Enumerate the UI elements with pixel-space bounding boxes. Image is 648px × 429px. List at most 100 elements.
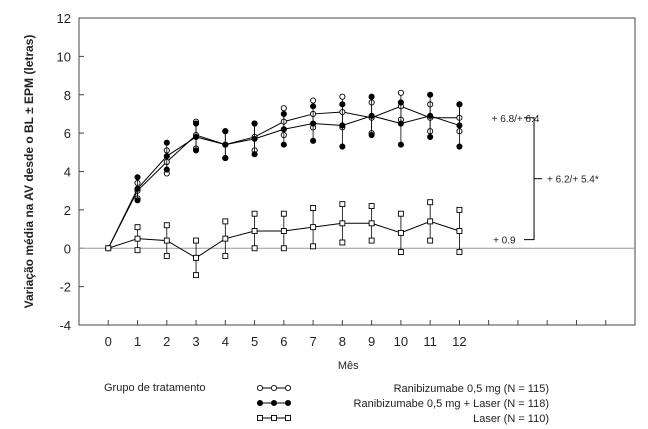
error-cap-marker — [280, 110, 287, 117]
error-cap-marker — [310, 97, 317, 104]
y-tick-label: -2 — [59, 280, 71, 295]
data-point — [163, 237, 170, 244]
data-point — [456, 122, 463, 129]
data-point — [310, 224, 317, 231]
error-cap-marker — [427, 133, 434, 141]
data-point — [105, 245, 112, 252]
y-tick-label: 6 — [64, 126, 71, 141]
legend-marker — [284, 384, 292, 392]
data-point — [368, 112, 375, 119]
legend-marker — [270, 384, 278, 392]
error-cap-marker — [397, 141, 404, 148]
error-cap-marker — [310, 137, 317, 144]
error-cap-marker — [134, 174, 141, 181]
error-cap-marker — [251, 245, 258, 252]
data-point — [163, 153, 170, 160]
y-tick-label: 2 — [64, 203, 71, 218]
x-tick-label: 10 — [394, 334, 408, 349]
y-axis: -4 -2 0 2 4 6 8 10 12 Variação média na AV desde … — [22, 11, 84, 333]
error-cap-marker — [427, 237, 434, 244]
data-point — [427, 112, 434, 119]
x-tick-label: 5 — [251, 334, 258, 349]
error-cap-marker — [163, 222, 170, 229]
error-cap-marker — [280, 210, 287, 217]
error-cap-marker — [339, 101, 346, 108]
legend-item: Ranibizumabe 0,5 mg + Laser (N = 118) — [256, 398, 549, 410]
data-point — [222, 141, 229, 148]
annotation-difference: + 6.2/+ 5.4* — [547, 175, 599, 186]
x-tick-label: 8 — [339, 334, 346, 349]
error-cap-marker — [280, 245, 287, 252]
error-cap-marker — [280, 141, 287, 148]
series-layer — [105, 89, 463, 279]
data-point — [193, 133, 200, 141]
series-2 — [105, 91, 463, 252]
annotation-laser: + 0.9 — [493, 236, 516, 247]
x-tick-label: 4 — [222, 334, 229, 349]
data-point — [339, 220, 346, 227]
data-point — [339, 122, 346, 129]
y-tick-label: 12 — [57, 11, 71, 26]
x-tick-label: 3 — [192, 334, 199, 349]
legend-marker — [271, 415, 277, 421]
error-cap-marker — [339, 143, 346, 150]
error-cap-marker — [251, 151, 258, 158]
legend-marker — [256, 399, 264, 407]
legend-label: Laser (N = 110) — [473, 413, 549, 425]
error-cap-marker — [134, 197, 141, 204]
x-tick-label: 6 — [280, 334, 287, 349]
series-3 — [105, 199, 463, 279]
error-cap-marker — [251, 120, 258, 127]
error-cap-marker — [456, 143, 463, 150]
legend-title: Grupo de tratamento — [104, 382, 206, 394]
legend-marker — [257, 415, 263, 421]
error-cap-marker — [222, 218, 229, 225]
error-cap-marker — [193, 147, 200, 154]
plot-border — [78, 17, 636, 326]
error-cap-marker — [368, 237, 375, 244]
data-point — [193, 254, 200, 261]
x-tick-label: 12 — [452, 334, 466, 349]
x-tick-label: 1 — [134, 334, 141, 349]
error-cap-marker — [427, 91, 434, 98]
error-cap-marker — [163, 252, 170, 259]
x-tick-label: 2 — [163, 334, 170, 349]
error-cap-marker — [310, 243, 317, 250]
y-tick-label: 10 — [57, 49, 71, 64]
error-cap-marker — [456, 206, 463, 213]
data-point — [251, 135, 258, 142]
legend-marker — [270, 399, 278, 407]
error-cap-marker — [251, 210, 258, 217]
error-cap-marker — [456, 101, 463, 108]
data-point — [310, 120, 317, 127]
plot-frame — [78, 17, 636, 326]
error-cap-marker — [193, 272, 200, 279]
error-cap-marker — [222, 128, 229, 135]
error-cap-marker — [193, 120, 200, 127]
error-cap-marker — [134, 247, 141, 254]
error-cap-marker — [339, 201, 346, 208]
data-point — [368, 220, 375, 227]
difference-bracket — [524, 117, 535, 241]
annotation-layer: + 6.8/+ 6.4 + 0.9 + 6.2/+ 5.4* — [492, 114, 599, 247]
error-cap-marker — [339, 239, 346, 246]
error-cap-marker — [368, 93, 375, 100]
legend-marker — [284, 399, 292, 407]
data-point — [456, 228, 463, 234]
legend-item: Laser (N = 110) — [257, 413, 549, 425]
y-tick-label: 0 — [64, 241, 71, 256]
y-tick-label: 4 — [64, 165, 71, 180]
y-tick-label: 8 — [64, 88, 71, 103]
error-cap-marker — [397, 99, 404, 106]
data-point — [222, 235, 229, 242]
legend-label: Ranibizumabe 0,5 mg + Laser (N = 118) — [354, 398, 549, 410]
data-point — [251, 228, 258, 234]
x-tick-label: 9 — [368, 334, 375, 349]
error-cap-marker — [222, 155, 229, 162]
error-cap-marker — [397, 89, 404, 96]
data-point — [397, 229, 404, 236]
error-cap-marker — [339, 93, 346, 100]
error-cap-marker — [310, 103, 317, 110]
